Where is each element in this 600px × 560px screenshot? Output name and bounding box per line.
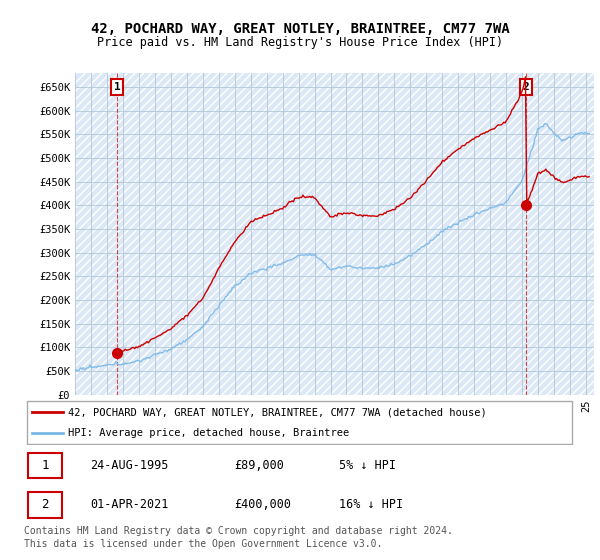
Text: 2: 2 <box>41 498 49 511</box>
Text: 1: 1 <box>114 82 121 92</box>
Text: This data is licensed under the Open Government Licence v3.0.: This data is licensed under the Open Gov… <box>24 539 382 549</box>
Text: £400,000: £400,000 <box>234 498 291 511</box>
Text: 2: 2 <box>523 82 530 92</box>
Text: HPI: Average price, detached house, Braintree: HPI: Average price, detached house, Brai… <box>68 428 349 438</box>
Text: 24-AUG-1995: 24-AUG-1995 <box>90 459 169 472</box>
Text: Price paid vs. HM Land Registry's House Price Index (HPI): Price paid vs. HM Land Registry's House … <box>97 36 503 49</box>
Text: 16% ↓ HPI: 16% ↓ HPI <box>338 498 403 511</box>
FancyBboxPatch shape <box>28 452 62 478</box>
FancyBboxPatch shape <box>27 402 572 444</box>
Text: 5% ↓ HPI: 5% ↓ HPI <box>338 459 395 472</box>
Text: £89,000: £89,000 <box>234 459 284 472</box>
Text: 42, POCHARD WAY, GREAT NOTLEY, BRAINTREE, CM77 7WA: 42, POCHARD WAY, GREAT NOTLEY, BRAINTREE… <box>91 22 509 36</box>
Text: 1: 1 <box>41 459 49 472</box>
Text: 42, POCHARD WAY, GREAT NOTLEY, BRAINTREE, CM77 7WA (detached house): 42, POCHARD WAY, GREAT NOTLEY, BRAINTREE… <box>68 408 487 418</box>
Text: 01-APR-2021: 01-APR-2021 <box>90 498 169 511</box>
FancyBboxPatch shape <box>28 492 62 517</box>
Bar <box>75 73 594 395</box>
Text: Contains HM Land Registry data © Crown copyright and database right 2024.: Contains HM Land Registry data © Crown c… <box>24 526 453 536</box>
